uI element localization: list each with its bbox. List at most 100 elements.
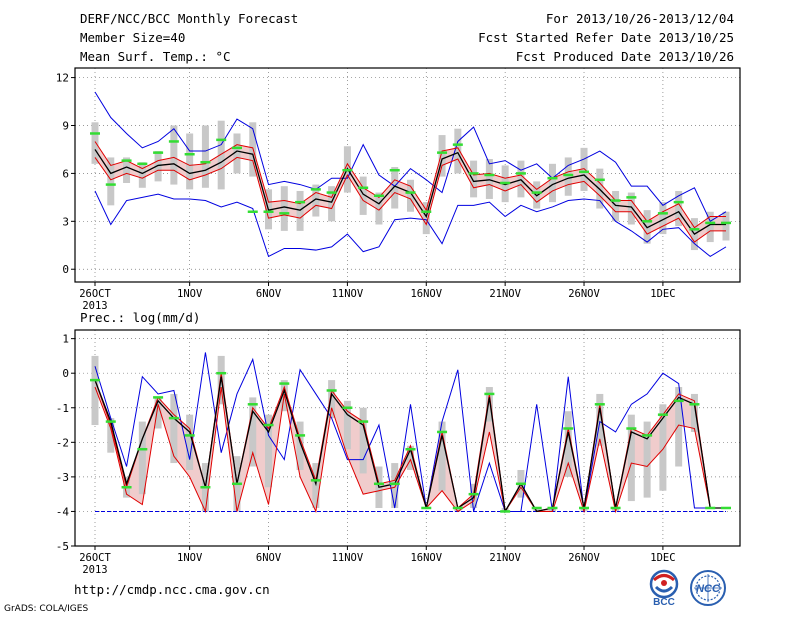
spread-bar: [548, 163, 556, 203]
x-tick-label: 11NOV: [332, 552, 364, 564]
spread-bar: [659, 404, 667, 491]
spread-bar: [485, 387, 493, 422]
spread-bar: [438, 421, 446, 491]
spread-bar: [533, 507, 541, 512]
x-tick-label: 1DEC: [650, 288, 675, 300]
x-tick-sublabel: 2013: [82, 300, 107, 312]
series-p20-line: [94, 156, 726, 243]
spread-bar: [375, 192, 383, 225]
series-max-line: [94, 91, 727, 223]
bcc-logo: BCC: [642, 569, 686, 607]
spread-bar: [470, 160, 478, 198]
spread-bar: [659, 202, 667, 235]
y-tick-label: 9: [62, 119, 69, 132]
y-tick-label: -2: [56, 436, 69, 449]
x-tick-label: 6NOV: [256, 288, 282, 300]
y-tick-label: -3: [56, 471, 69, 484]
spread-bar: [407, 179, 414, 212]
spread-bar: [296, 190, 304, 231]
spread-bar: [154, 397, 162, 429]
spread-bar: [391, 167, 399, 209]
spread-bar: [296, 421, 304, 470]
spread-bar: [233, 133, 241, 174]
spread-bar: [454, 128, 462, 174]
spread-bar: [359, 407, 367, 474]
spread-bar: [612, 190, 620, 222]
spread-bar: [706, 211, 714, 243]
spread-bar: [138, 421, 146, 495]
ncc-logo-text: NCC: [696, 583, 721, 595]
spread-bar: [675, 387, 683, 467]
spread-bar: [722, 211, 730, 241]
spread-bar: [627, 414, 635, 502]
x-tick-label: 1NOV: [177, 288, 203, 300]
spread-bar: [328, 380, 336, 419]
x-tick-label: 21NOV: [489, 288, 521, 300]
spread-bar: [91, 355, 99, 426]
variable-label: Mean Surf. Temp.: °C: [80, 49, 231, 64]
spread-bar: [343, 400, 351, 450]
spread-bar: [517, 160, 525, 198]
panel-title: Prec.: log(mm/d): [80, 310, 200, 325]
spread-bar: [407, 445, 414, 470]
x-tick-label: 16NOV: [410, 552, 442, 564]
spread-bar: [359, 176, 367, 215]
spread-bar: [454, 507, 462, 512]
grads-credit: GrADS: COLA/IGES: [4, 604, 89, 614]
series-p80-line: [94, 141, 726, 229]
y-tick-label: -5: [56, 540, 69, 553]
x-tick-sublabel: 2013: [82, 564, 107, 576]
x-tick-label: 1NOV: [177, 552, 203, 564]
x-tick-label: 26NOV: [568, 552, 600, 564]
spread-bar: [186, 133, 194, 190]
series-max-line: [94, 352, 726, 512]
y-tick-label: -4: [56, 505, 70, 518]
plot-frame: [74, 67, 741, 283]
y-tick-label: 0: [62, 367, 69, 380]
spread-bar: [123, 157, 131, 183]
spread-bar: [217, 120, 225, 190]
forecast-start-date: Fcst Started Refer Date 2013/10/25: [478, 30, 734, 45]
forecast-period: For 2013/10/26-2013/12/04: [545, 11, 734, 26]
footer-url[interactable]: http://cmdp.ncc.cma.gov.cn: [74, 582, 270, 597]
spread-bar: [438, 135, 446, 177]
figure-title: DERF/NCC/BCC Monthly Forecast: [80, 11, 299, 26]
y-tick-label: -1: [56, 402, 69, 415]
x-tick-label: 21NOV: [489, 552, 521, 564]
member-size-label: Member Size=40: [80, 30, 186, 45]
spread-bar: [627, 192, 635, 225]
spread-bar: [265, 414, 273, 488]
spread-bar: [328, 186, 336, 222]
spread-bar: [107, 157, 115, 206]
spread-bar: [280, 186, 288, 231]
spread-bar: [170, 393, 178, 464]
spread-bar: [675, 190, 683, 227]
x-tick-label: 26NOV: [568, 288, 600, 300]
spread-bar: [170, 125, 178, 185]
spread-bar: [249, 397, 257, 467]
y-tick-label: 0: [62, 263, 69, 276]
spread-bar: [154, 151, 162, 182]
ncc-logo: NCC: [686, 569, 730, 607]
x-tick-label: 26OCT: [79, 288, 111, 300]
x-tick-label: 6NOV: [256, 552, 282, 564]
x-tick-label: 11NOV: [332, 288, 364, 300]
spread-bar: [138, 162, 146, 188]
spread-bar: [186, 414, 194, 470]
series-min-line: [94, 190, 727, 258]
y-tick-label: 3: [62, 215, 69, 228]
series-p20-line: [94, 386, 726, 514]
spread-bar: [564, 411, 572, 477]
spread-bar: [690, 393, 698, 432]
forecast-produced-date: Fcst Produced Date 2013/10/26: [515, 49, 734, 64]
y-tick-label: 12: [56, 72, 69, 85]
spread-bar: [564, 157, 572, 196]
x-tick-label: 1DEC: [650, 552, 675, 564]
spread-bar: [391, 463, 399, 508]
plot-frame: [74, 329, 741, 547]
spread-bar: [580, 147, 588, 191]
spread-bar: [485, 159, 493, 199]
